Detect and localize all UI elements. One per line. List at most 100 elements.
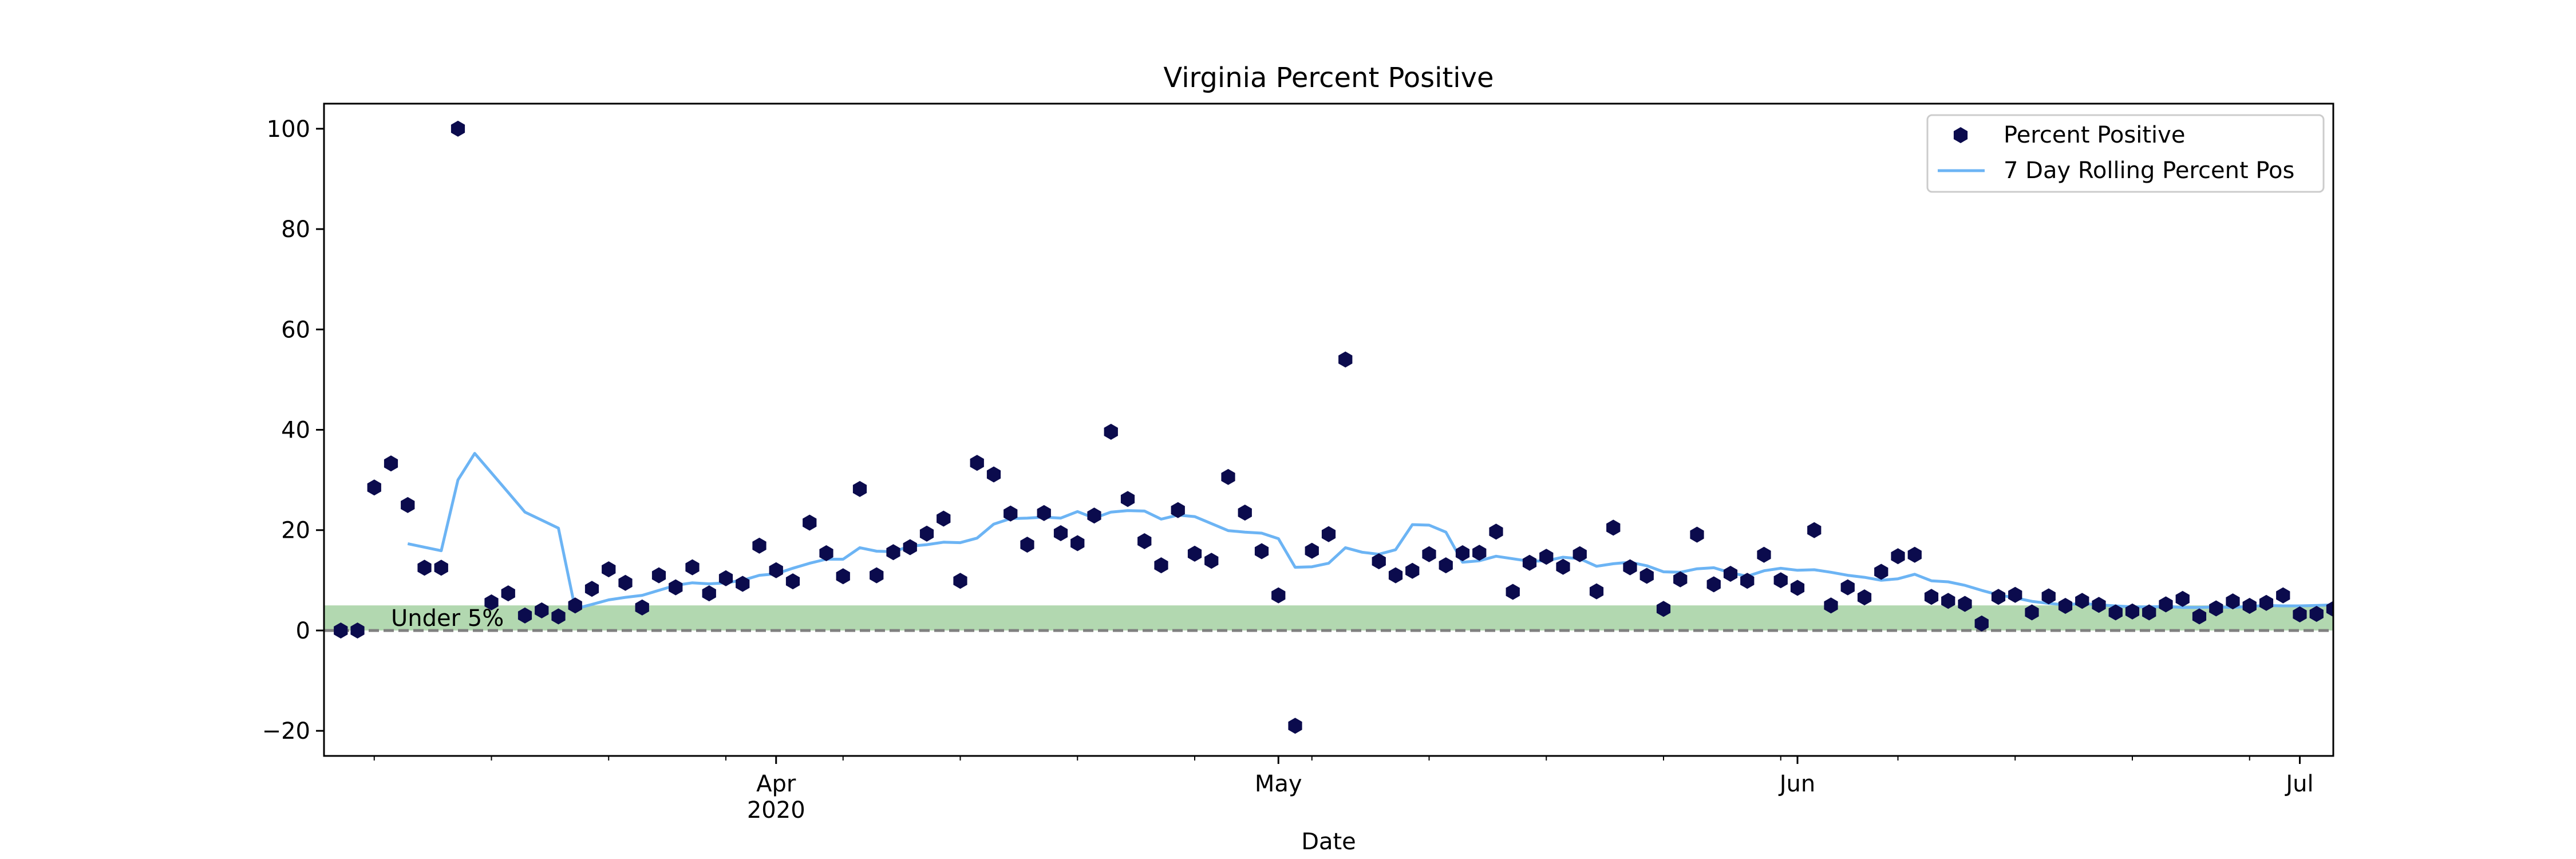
data-point (685, 559, 700, 576)
y-tick-label: −20 (262, 718, 310, 744)
data-point (1455, 545, 1470, 561)
x-tick-label: Jun (1778, 771, 1816, 797)
under-5-band (324, 605, 2333, 631)
data-point (1321, 526, 1336, 542)
data-point (1606, 519, 1621, 536)
data-point (1120, 491, 1135, 507)
data-point (2276, 587, 2290, 604)
y-tick-label: 60 (281, 317, 310, 343)
data-point (1020, 537, 1034, 553)
data-point (1254, 543, 1269, 559)
data-point (1388, 567, 1403, 584)
data-point (1472, 545, 1487, 561)
data-point (1439, 557, 1453, 574)
x-tick-label: Apr (756, 771, 796, 797)
data-point (651, 567, 666, 584)
data-point (1489, 523, 1503, 540)
data-point (1053, 525, 1068, 541)
data-point (1506, 584, 1520, 600)
legend-box (1926, 114, 2325, 193)
y-tick-label: 40 (281, 417, 310, 444)
data-point (1187, 545, 1202, 562)
data-point (1706, 576, 1721, 593)
plot-frame (323, 103, 2334, 757)
data-point (1958, 596, 1972, 612)
data-point (350, 622, 365, 639)
data-point (2125, 603, 2140, 620)
data-point (1422, 546, 1436, 562)
data-point (1405, 562, 1420, 579)
data-point (1991, 589, 2006, 605)
data-point (434, 559, 448, 576)
plot-area: Under 5% (324, 120, 2333, 734)
data-point (1104, 424, 1118, 440)
data-point (1790, 580, 1805, 596)
x-axis-title: Date (1301, 829, 1356, 855)
data-point (2008, 586, 2022, 603)
data-point (1573, 546, 1587, 562)
data-point (1372, 553, 1386, 570)
data-point (2058, 598, 2073, 614)
data-point (718, 570, 733, 586)
legend: Percent Positive 7 Day Rolling Percent Po… (1926, 114, 2325, 193)
data-point (1288, 718, 1302, 734)
data-point (2041, 588, 2056, 605)
data-point (635, 599, 649, 616)
data-point (2075, 593, 2089, 609)
data-point (1656, 601, 1671, 617)
data-point (1690, 526, 1704, 543)
x-tick-label: May (1255, 771, 1302, 797)
data-point (1087, 507, 1101, 524)
data-point (2025, 604, 2039, 621)
data-point (1723, 566, 1738, 582)
data-point (1773, 572, 1788, 589)
data-point (1221, 468, 1235, 485)
data-point (1539, 549, 1554, 565)
data-point (1840, 579, 1855, 596)
legend-label-percent-positive: Percent Positive (2004, 122, 2185, 148)
data-point (1556, 558, 1570, 575)
data-point (417, 559, 432, 576)
data-point (919, 525, 934, 542)
data-point (870, 567, 884, 584)
data-point (2092, 597, 2106, 613)
data-point (1623, 559, 1637, 576)
y-tick-label: 20 (281, 518, 310, 544)
data-point (1204, 553, 1219, 569)
data-point (2108, 604, 2123, 621)
data-point (1070, 535, 1085, 551)
data-point (568, 597, 582, 614)
data-point (1338, 351, 1353, 368)
data-point (2226, 593, 2240, 610)
data-point (1589, 583, 1604, 600)
band-label: Under 5% (391, 605, 504, 632)
data-point (451, 120, 465, 137)
data-point (1974, 615, 1989, 632)
x-tick-sublabel: 2020 (747, 797, 805, 823)
data-point (2259, 594, 2274, 611)
data-point (517, 607, 532, 624)
data-point (618, 574, 633, 591)
data-point (2159, 596, 2173, 613)
data-point (1238, 505, 1252, 521)
data-point (367, 479, 381, 496)
data-point (1003, 505, 1018, 522)
data-point (2309, 606, 2324, 622)
data-point (702, 585, 716, 602)
legend-label-rolling: 7 Day Rolling Percent Pos (2004, 157, 2294, 184)
data-point (1941, 593, 1955, 609)
data-point (953, 573, 967, 589)
data-point (501, 585, 515, 602)
data-point (1522, 554, 1537, 571)
data-point (535, 602, 549, 618)
data-point (937, 510, 951, 527)
data-point (334, 622, 348, 639)
y-tick-label: 80 (281, 216, 310, 243)
data-point (2326, 601, 2333, 617)
data-point (970, 455, 984, 471)
data-point (384, 455, 398, 472)
data-point (986, 466, 1001, 483)
data-point (2175, 590, 2190, 607)
data-point (803, 514, 817, 531)
